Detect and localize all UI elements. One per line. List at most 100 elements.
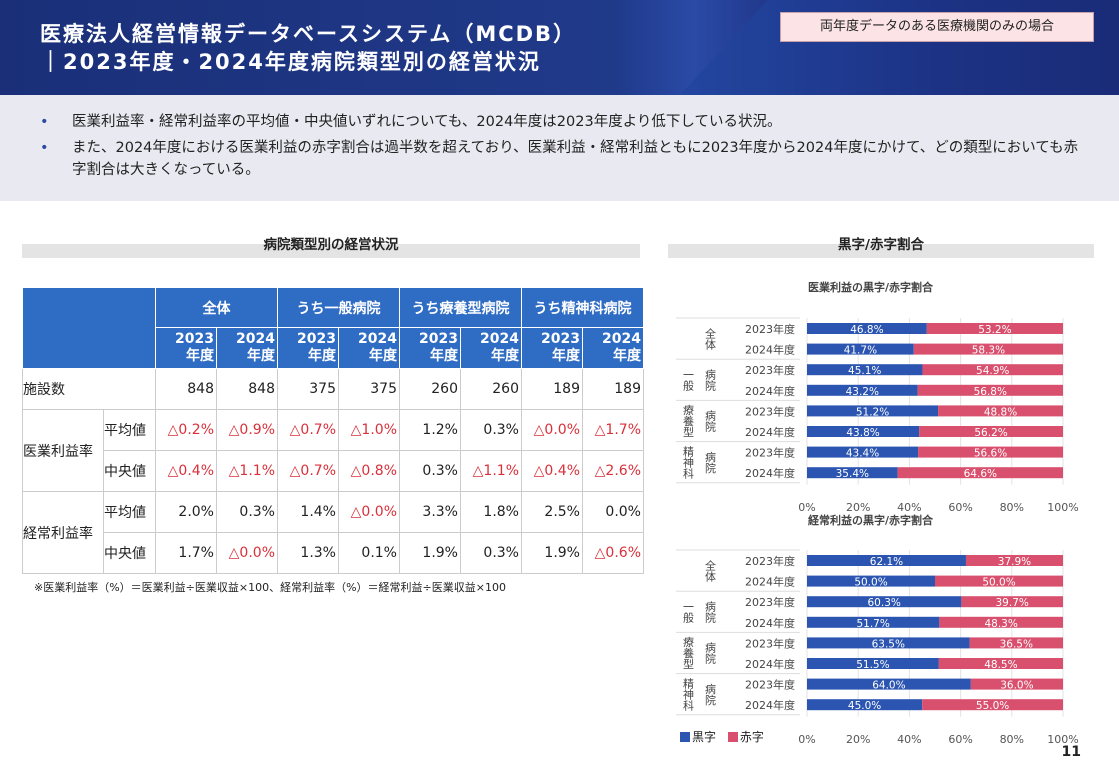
x-tick-label: 80% [1000,501,1024,514]
x-tick-label: 20% [846,501,870,514]
x-tick-label: 60% [948,733,972,746]
bar-data-label: 39.7% [996,597,1029,609]
year-number: 2024 [480,331,519,347]
table-section-title-text: 病院類型別の経営状況 [263,237,399,253]
stat-label: 中央値 [103,532,156,574]
year-number: 2023 [419,331,458,347]
bar-data-label: 48.3% [984,618,1017,630]
category-label: 2024年度 [745,343,795,357]
bar-data-label: 46.8% [850,324,883,336]
stat-label: 平均値 [103,491,156,533]
bar-data-label: 62.1% [870,556,903,568]
bar-data-label: 41.7% [844,345,877,357]
black-bar-segment [807,616,940,628]
bar-data-label: 51.2% [856,406,889,418]
value-cell: △0.4% [155,450,217,492]
value-cell: 1.7% [155,532,217,574]
slide-header: 医療法人経営情報データベースシステム（MCDB） ｜2023年度・2024年度病… [0,0,1119,95]
bar-data-label: 60.3% [868,597,901,609]
category-label: 2023年度 [745,636,795,650]
value-cell: △0.0% [338,491,400,533]
red-bar-segment [918,446,1063,458]
black-bar-segment [807,405,939,417]
bar-data-label: 56.8% [974,386,1007,398]
chart-title-operating: 医業利益の黒字/赤字割合 [808,281,934,294]
stat-label: 平均値 [103,409,156,451]
group-header: 全体 [155,287,278,328]
hospital-type-table: 全体 うち一般病院 うち療養型病院 うち精神科病院 2023 年度 2024 年度 2023 年度… [22,287,644,574]
table-corner [22,287,156,369]
category-label: 2023年度 [745,404,795,418]
year-header: 2024 年度 [216,327,278,369]
red-bar-segment [935,575,1063,587]
bar-data-label: 35.4% [836,468,869,480]
page-number: 11 [1061,744,1081,760]
category-label: 2023年度 [745,554,795,568]
red-bar-segment [938,405,1063,417]
value-cell: 2.5% [521,491,583,533]
bar-data-label: 64.6% [964,468,997,480]
group-label: 病院 [704,409,717,432]
value-cell: 1.9% [521,532,583,574]
red-bar-segment [961,596,1063,608]
year-header: 2023 年度 [521,327,583,369]
bar-data-label: 45.0% [848,700,881,712]
category-label: 2024年度 [745,657,795,671]
black-bar-segment [807,364,923,376]
year-header: 2024 年度 [338,327,400,369]
bar-data-label: 48.5% [984,659,1017,671]
bar-data-label: 53.2% [978,324,1011,336]
bar-data-label: 36.5% [1000,638,1033,650]
x-tick-label: 40% [897,501,921,514]
row-label: 施設数 [22,368,156,410]
group-label: 精神科 [682,677,695,710]
bar-data-label: 45.1% [848,365,881,377]
red-bar-segment [970,678,1063,690]
slide-title: 医療法人経営情報データベースシステム（MCDB） ｜2023年度・2024年度病… [40,20,576,76]
value-cell: △2.6% [582,450,644,492]
category-label: 2023年度 [745,595,795,609]
year-suffix: 年度 [247,348,275,364]
black-bar-segment [807,343,914,355]
bar-data-label: 64.0% [872,680,905,692]
value-cell: △0.8% [338,450,400,492]
facility-count-cell: 375 [277,368,339,410]
red-bar-segment [938,658,1063,669]
category-label: 2024年度 [745,425,795,439]
bullet-item: また、2024年度における医業利益の赤字割合は過半数を超えており、医業利益・経常… [40,137,1079,181]
chart-section-title-text: 黒字/赤字割合 [838,237,924,253]
group-label: 全体 [704,558,717,581]
red-bar-segment [939,616,1063,628]
value-cell: 1.2% [399,409,461,451]
black-bar-segment [807,678,971,690]
year-header: 2023 年度 [155,327,217,369]
value-cell: 0.1% [338,532,400,574]
year-number: 2024 [602,331,641,347]
category-label: 2023年度 [745,363,795,377]
facility-count-cell: 848 [155,368,217,410]
legend-swatch-black [680,732,690,742]
chart-section-title: 黒字/赤字割合 [668,238,1094,258]
x-tick-label: 40% [897,733,921,746]
red-bar-segment [969,637,1063,649]
group-label: 病院 [704,641,717,664]
table-section-title: 病院類型別の経営状況 [22,238,640,258]
facility-count-cell: 848 [216,368,278,410]
group-label: 全体 [704,326,717,349]
value-cell: △0.0% [521,409,583,451]
bullet-item: 医業利益率・経常利益率の平均値・中央値いずれについても、2024年度は2023年… [40,111,1079,133]
bar-data-label: 58.3% [972,345,1005,357]
black-bar-segment [807,555,966,566]
black-bar-segment [807,384,918,396]
table-footnote: ※医業利益率（%）＝医業利益÷医業収益×100、経常利益率（%）＝経常利益÷医業… [34,581,506,594]
summary-bullets: 医業利益率・経常利益率の平均値・中央値いずれについても、2024年度は2023年… [0,95,1119,201]
x-tick-label: 0% [798,501,815,514]
title-line-2: ｜2023年度・2024年度病院類型別の経営状況 [40,50,541,74]
x-tick-label: 20% [846,733,870,746]
facility-count-cell: 260 [399,368,461,410]
x-tick-label: 0% [798,733,815,746]
bar-data-label: 51.5% [856,659,889,671]
group-label: 病院 [704,367,717,390]
black-bar-segment [807,323,927,334]
